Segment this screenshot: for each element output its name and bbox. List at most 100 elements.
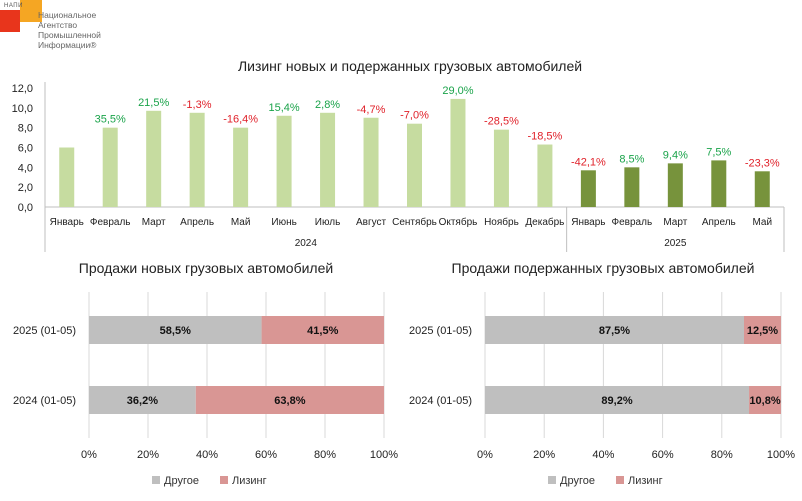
- y-tick-label: 8,0: [18, 123, 33, 135]
- bar: [537, 144, 553, 207]
- new-sales-segment-label: 58,5%: [160, 325, 191, 337]
- bar: [580, 170, 596, 207]
- x-tick-label: Апрель: [180, 217, 214, 228]
- logo-line: Промышленной: [38, 30, 101, 40]
- used-sales-title: Продажи подержанных грузовых автомобилей: [452, 260, 755, 276]
- logo-line: Национальное: [38, 10, 97, 20]
- new-sales-legend-label: Лизинг: [232, 475, 267, 487]
- x-tick-label: Февраль: [90, 217, 131, 228]
- bar: [667, 163, 683, 207]
- y-tick-label: 2,0: [18, 182, 33, 194]
- logo-line: Информации®: [38, 40, 97, 50]
- data-label: 29,0%: [442, 85, 473, 97]
- new-sales-bar-segment: [89, 386, 196, 414]
- data-label: -42,1%: [571, 156, 606, 168]
- new-sales-x-tick-label: 60%: [255, 449, 277, 461]
- bar: [754, 171, 770, 207]
- logo-orange-square: [20, 0, 42, 22]
- used-sales-legend-swatch: [548, 476, 556, 484]
- x-tick-label: Декабрь: [525, 216, 564, 228]
- used-sales-x-tick-label: 100%: [767, 449, 795, 461]
- x-tick-label: Март: [663, 217, 687, 228]
- new-sales-legend-label: Другое: [164, 475, 199, 487]
- logo: НАПИ Национальное Агентство Промышленной…: [0, 0, 101, 55]
- bar: [102, 127, 118, 207]
- used-sales-segment-label: 87,5%: [599, 325, 630, 337]
- x-tick-label: Январь: [571, 217, 605, 228]
- x-tick-label: Май: [231, 217, 251, 228]
- bar: [320, 112, 336, 207]
- new-sales-title: Продажи новых грузовых автомобилей: [79, 260, 333, 276]
- bar: [363, 117, 379, 207]
- x-tick-label: Май: [752, 217, 772, 228]
- new-sales-x-tick-label: 20%: [137, 449, 159, 461]
- used-sales-segment-label: 10,8%: [749, 395, 780, 407]
- used-sales-legend-label: Другое: [560, 475, 595, 487]
- new-sales-segment-label: 41,5%: [307, 325, 338, 337]
- data-label: -7,0%: [400, 110, 429, 122]
- used-sales-bar-segment: [485, 386, 750, 414]
- new-sales-x-tick-label: 0%: [81, 449, 97, 461]
- chart-title: Лизинг новых и подержанных грузовых авто…: [238, 58, 582, 74]
- x-tick-label: Сентябрь: [392, 216, 437, 228]
- new-sales-category-label: 2024 (01-05): [13, 395, 76, 407]
- data-label: -23,3%: [745, 157, 780, 169]
- bar: [189, 112, 205, 207]
- new-sales-category-label: 2025 (01-05): [13, 325, 76, 337]
- new-sales-bar-segment: [89, 316, 262, 344]
- bar: [711, 160, 727, 207]
- logo-abbr: НАПИ: [4, 3, 23, 9]
- logo-red-square: [0, 10, 20, 32]
- group-label: 2025: [664, 238, 687, 249]
- new-sales-bar-segment: [261, 316, 384, 344]
- used-sales-segment-label: 12,5%: [747, 325, 778, 337]
- used-sales-x-tick-label: 40%: [592, 449, 614, 461]
- x-tick-label: Октябрь: [439, 216, 478, 228]
- x-tick-label: Январь: [50, 217, 84, 228]
- data-label: 7,5%: [706, 146, 731, 158]
- bar: [276, 115, 292, 207]
- used-sales-category-label: 2025 (01-05): [409, 325, 472, 337]
- x-tick-label: Апрель: [702, 217, 736, 228]
- data-label: 9,4%: [663, 149, 688, 161]
- bar: [493, 129, 509, 207]
- y-tick-label: 4,0: [18, 162, 33, 174]
- x-tick-label: Июль: [315, 217, 341, 228]
- used-sales-bar-segment: [749, 386, 781, 414]
- used-sales-bar-segment: [485, 316, 744, 344]
- data-label: -28,5%: [484, 116, 519, 128]
- used-sales-segment-label: 89,2%: [601, 395, 632, 407]
- x-tick-label: Август: [356, 217, 387, 228]
- data-label: -18,5%: [527, 131, 562, 143]
- used-sales-x-tick-label: 0%: [477, 449, 493, 461]
- y-tick-label: 10,0: [12, 103, 33, 115]
- data-label: 8,5%: [619, 153, 644, 165]
- bar: [624, 167, 640, 207]
- data-label: 2,8%: [315, 99, 340, 111]
- x-tick-label: Февраль: [612, 217, 653, 228]
- new-sales-segment-label: 36,2%: [127, 395, 158, 407]
- used-sales-x-tick-label: 80%: [711, 449, 733, 461]
- new-sales-segment-label: 63,8%: [274, 395, 305, 407]
- new-sales-x-tick-label: 100%: [370, 449, 398, 461]
- y-tick-label: 0,0: [18, 202, 33, 214]
- x-tick-label: Март: [142, 217, 166, 228]
- new-sales-x-tick-label: 80%: [314, 449, 336, 461]
- group-label: 2024: [295, 238, 318, 249]
- data-label: -1,3%: [183, 99, 212, 111]
- used-sales-x-tick-label: 20%: [533, 449, 555, 461]
- y-tick-label: 6,0: [18, 143, 33, 155]
- logo-name: Национальное Агентство Промышленной Инфо…: [38, 10, 101, 50]
- used-sales-bar-segment: [744, 316, 781, 344]
- new-sales-x-tick-label: 40%: [196, 449, 218, 461]
- used-sales-legend-swatch: [616, 476, 624, 484]
- x-tick-label: Июнь: [271, 217, 296, 228]
- data-label: -16,4%: [223, 114, 258, 126]
- bar: [407, 123, 422, 207]
- data-label: -4,7%: [357, 104, 386, 116]
- y-tick-label: 12,0: [12, 83, 33, 95]
- used-sales-category-label: 2024 (01-05): [409, 395, 472, 407]
- bar: [450, 98, 466, 207]
- used-sales-legend-label: Лизинг: [628, 475, 663, 487]
